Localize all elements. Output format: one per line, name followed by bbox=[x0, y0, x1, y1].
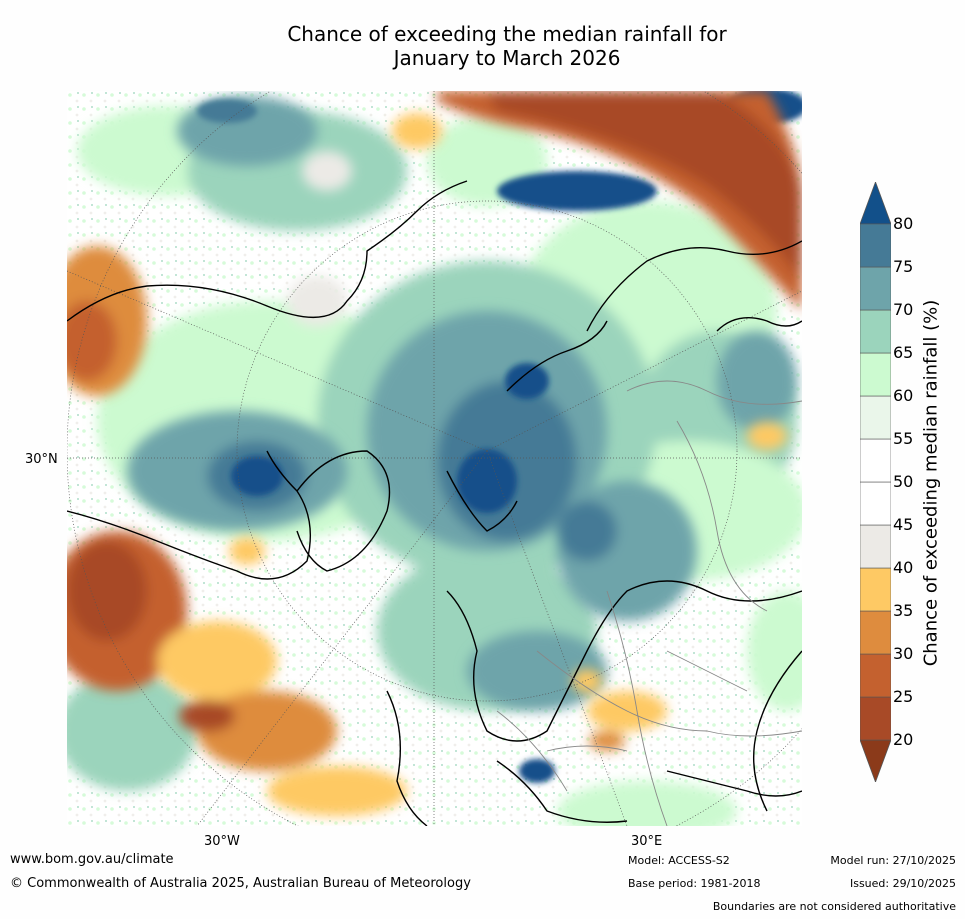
colorbar-bin-20-25 bbox=[860, 696, 891, 741]
footer-model-run: Model run: 27/10/2025 bbox=[830, 854, 956, 867]
coastlines bbox=[67, 180, 802, 826]
colorbar-bin-50-55 bbox=[860, 438, 891, 483]
dry-anomaly-field bbox=[67, 91, 802, 816]
colorbar-tick-75: 75 bbox=[893, 257, 914, 276]
colorbar-tick-55: 55 bbox=[893, 429, 914, 448]
footer-copyright: © Commonwealth of Australia 2025, Austra… bbox=[10, 876, 471, 891]
colorbar-tick-45: 45 bbox=[893, 515, 914, 534]
colorbar-bin-60-65 bbox=[860, 352, 891, 397]
footer-disclaimer: Boundaries are not considered authoritat… bbox=[712, 900, 956, 913]
colorbar-bin-25-30 bbox=[860, 653, 891, 698]
title-line-2: January to March 2026 bbox=[393, 46, 621, 70]
colorbar-tick-40: 40 bbox=[893, 558, 914, 577]
colorbar-tick-60: 60 bbox=[893, 386, 914, 405]
colorbar-bin-40-45 bbox=[860, 524, 891, 569]
country-boundaries bbox=[496, 380, 802, 826]
colorbar-extension-high bbox=[860, 182, 891, 225]
lon-label-30e: 30°E bbox=[631, 834, 663, 849]
colorbar-bin-35-40 bbox=[860, 567, 891, 612]
colorbar-tick-80: 80 bbox=[893, 214, 914, 233]
colorbar-bin-70-75 bbox=[860, 266, 891, 311]
colorbar-tick-25: 25 bbox=[893, 687, 914, 706]
colorbar bbox=[860, 182, 891, 782]
colorbar-extension-low bbox=[860, 739, 891, 782]
colorbar-label: Chance of exceeding median rainfall (%) bbox=[920, 299, 942, 667]
map-title: Chance of exceeding the median rainfall … bbox=[180, 22, 834, 70]
colorbar-bin-65-70 bbox=[860, 309, 891, 354]
colorbar-tick-65: 65 bbox=[893, 343, 914, 362]
title-line-1: Chance of exceeding the median rainfall … bbox=[287, 22, 727, 46]
footer-base-period: Base period: 1981-2018 bbox=[628, 877, 761, 890]
colorbar-bin-55-60 bbox=[860, 395, 891, 440]
colorbar-tick-30: 30 bbox=[893, 644, 914, 663]
colorbar-tick-35: 35 bbox=[893, 601, 914, 620]
very-wet-anomaly-field bbox=[197, 91, 802, 783]
colorbar-tick-70: 70 bbox=[893, 300, 914, 319]
colorbar-tick-20: 20 bbox=[893, 730, 914, 749]
footer-issued: Issued: 29/10/2025 bbox=[849, 877, 956, 890]
rainfall-probability-map bbox=[67, 91, 802, 826]
lon-label-30w: 30°W bbox=[204, 834, 240, 849]
lat-label-30n: 30°N bbox=[25, 452, 58, 467]
colorbar-bin-75-80 bbox=[860, 223, 891, 268]
colorbar-bin-45-50 bbox=[860, 481, 891, 526]
footer-model: Model: ACCESS-S2 bbox=[628, 854, 730, 867]
colorbar-tick-50: 50 bbox=[893, 472, 914, 491]
footer-website: www.bom.gov.au/climate bbox=[10, 852, 174, 867]
colorbar-bin-30-35 bbox=[860, 610, 891, 655]
